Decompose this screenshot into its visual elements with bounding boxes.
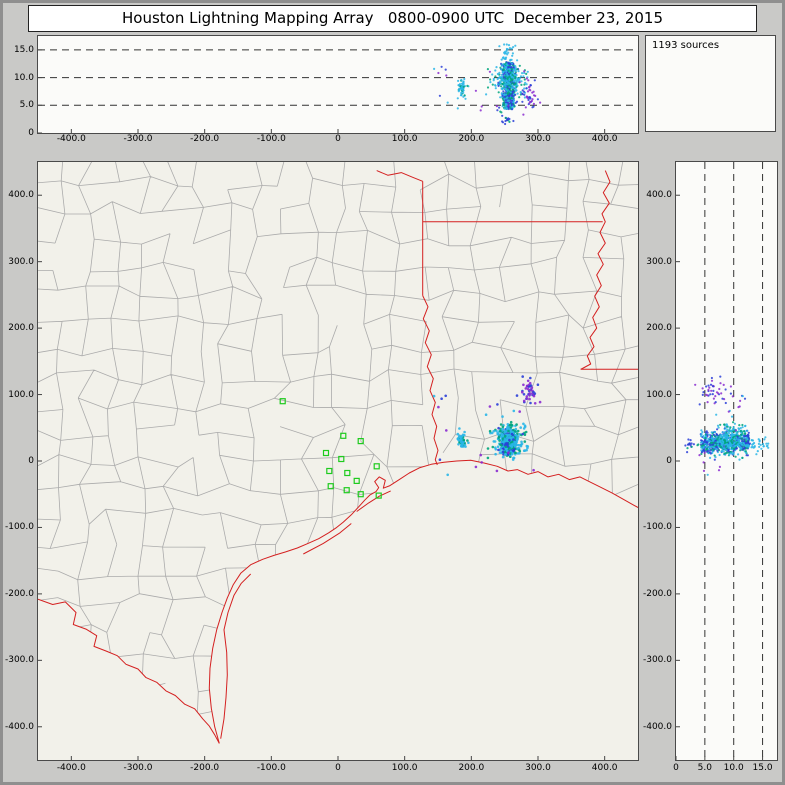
axis-tick-label: 100.0 [391, 763, 418, 773]
ew-alt-background [38, 36, 638, 133]
ew-alt-axis-ticks [38, 49, 606, 133]
lightning-sources-plan [432, 375, 542, 477]
axis-tick-label: 200.0 [458, 134, 485, 144]
axis-tick-label: -300.0 [4, 655, 34, 666]
axis-tick-label: 100.0 [391, 134, 418, 144]
axis-tick-label: 0 [28, 456, 34, 466]
axis-tick-label: 200.0 [8, 323, 34, 334]
window-title: Houston Lightning Mapping Array 0800-090… [28, 5, 757, 32]
axis-tick-label: 0 [335, 134, 341, 144]
ns-alt-axis-ticks [676, 194, 764, 760]
lightning-sources-ew-alt [433, 43, 542, 126]
axis-tick-label: 200.0 [646, 323, 672, 334]
axis-tick-label: 100.0 [8, 389, 34, 400]
ns-alt-background [676, 162, 777, 760]
axis-tick-label: 400.0 [8, 190, 34, 201]
axis-tick-label: 10.0 [13, 72, 34, 83]
axis-tick-label: 200.0 [458, 763, 485, 773]
axis-tick-label: 10.0 [723, 763, 744, 773]
axis-tick-label: 15.0 [13, 44, 34, 55]
axis-tick-label: 400.0 [591, 134, 618, 144]
ew-altitude-plot [38, 36, 638, 133]
axis-tick-label: -400.0 [4, 721, 34, 732]
axis-tick-label: -300.0 [642, 655, 672, 666]
axis-tick-label: 400.0 [591, 763, 618, 773]
axis-tick-label: -300.0 [123, 763, 153, 773]
axis-tick-label: 100.0 [646, 389, 672, 400]
axis-tick-label: 400.0 [646, 190, 672, 201]
axis-tick-label: 15.0 [752, 763, 773, 773]
axis-tick-label: -400.0 [642, 721, 672, 732]
axis-tick-label: -200.0 [190, 763, 220, 773]
ns-altitude-plot [676, 162, 777, 760]
axis-tick-label: -200.0 [642, 588, 672, 599]
axis-tick-label: -200.0 [190, 134, 220, 144]
sources-count-box: 1193 sources [645, 35, 776, 132]
lma-stations-layer [279, 398, 382, 499]
ns-altitude-panel [675, 161, 778, 761]
altitude-dashed-gridlines [38, 49, 638, 106]
axis-tick-label: 300.0 [525, 763, 551, 773]
plan-view-map [38, 162, 638, 760]
axis-tick-label: 0 [335, 763, 341, 773]
lightning-sources-ns-alt [684, 375, 770, 476]
axis-tick-label: 0 [666, 456, 672, 466]
axis-tick-label: -100.0 [642, 522, 672, 533]
map-axis-ticks [38, 194, 606, 760]
state-borders-and-coastline [38, 170, 638, 744]
axis-tick-label: -400.0 [56, 763, 86, 773]
axis-tick-label: 0 [28, 128, 34, 138]
axis-tick-label: -400.0 [56, 134, 86, 144]
axis-tick-label: -100.0 [4, 522, 34, 533]
altitude-dashed-gridlines-vertical [704, 162, 764, 760]
plan-view-map-panel [37, 161, 639, 761]
axis-tick-label: 300.0 [8, 256, 34, 267]
sources-count-label: 1193 sources [652, 40, 720, 51]
axis-tick-label: 0 [673, 763, 679, 773]
axis-tick-label: -100.0 [256, 134, 286, 144]
axis-tick-label: 300.0 [646, 256, 672, 267]
axis-tick-label: -200.0 [4, 588, 34, 599]
axis-tick-label: 5.0 [19, 100, 34, 111]
axis-tick-label: 5.0 [697, 763, 712, 773]
axis-tick-label: 300.0 [525, 134, 551, 144]
ew-altitude-panel [37, 35, 639, 134]
axis-tick-label: -300.0 [123, 134, 153, 144]
axis-tick-label: -100.0 [256, 763, 286, 773]
